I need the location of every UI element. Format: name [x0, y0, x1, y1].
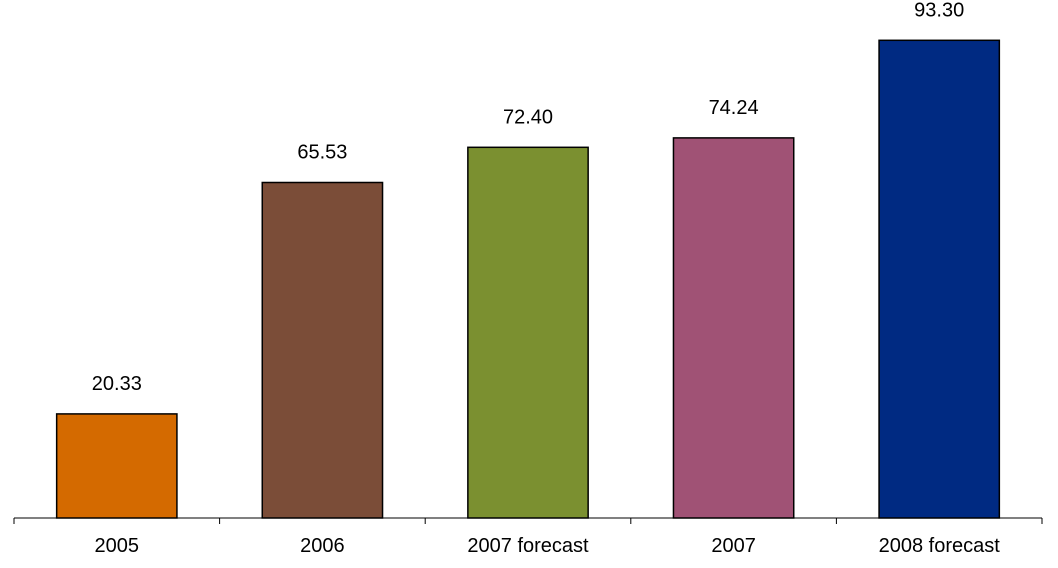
- value-label: 74.24: [709, 97, 759, 119]
- x-axis-labels-group: 2005 2006 2007 forecast 2007 2008 forecast: [95, 535, 1001, 557]
- bar-2007: [672, 137, 795, 519]
- x-axis-tick-label: 2007 forecast: [467, 535, 589, 557]
- value-labels-group: 20.33 65.53 72.40 74.24 93.30: [92, 0, 964, 395]
- bar-2005: [55, 413, 178, 519]
- bars-group: [55, 39, 1001, 519]
- bar-2008-forecast: [878, 39, 1001, 519]
- x-axis-tick-label: 2007: [711, 535, 756, 557]
- value-label: 65.53: [297, 141, 347, 163]
- bar-2007-forecast: [467, 146, 589, 519]
- x-axis-ticks-group: [13, 518, 1043, 524]
- x-axis-tick-label: 2005: [95, 535, 140, 557]
- x-axis-tick-label: 2008 forecast: [879, 535, 1001, 557]
- value-label: 72.40: [503, 106, 553, 128]
- value-label: 20.33: [92, 373, 142, 395]
- bar-2006: [261, 181, 384, 519]
- value-label: 93.30: [914, 0, 964, 21]
- x-axis-tick-label: 2006: [300, 535, 345, 557]
